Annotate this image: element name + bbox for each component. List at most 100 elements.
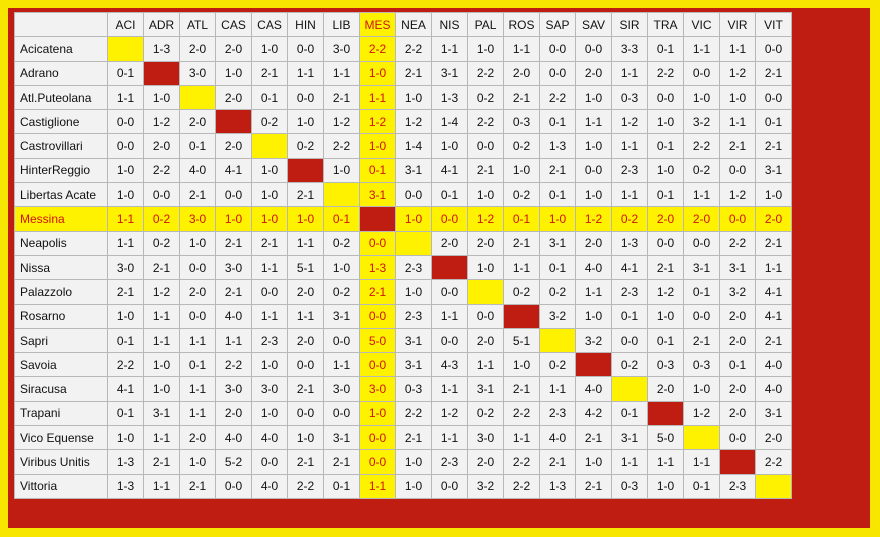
score-cell: 1-2: [575, 206, 612, 232]
score-cell: 0-0: [323, 327, 360, 354]
score-cell: 1-0: [647, 109, 684, 135]
score-cell: 0-1: [179, 352, 216, 378]
score-cell: 1-3: [611, 230, 648, 256]
score-cell: 1-2: [323, 109, 360, 135]
score-cell: 1-3: [107, 473, 144, 499]
score-cell: 0-1: [683, 473, 720, 499]
score-cell: 1-2: [395, 109, 432, 135]
score-cell: 1-1: [215, 327, 252, 354]
score-cell: 2-0: [179, 279, 216, 305]
score-cell: 1-0: [467, 254, 504, 281]
score-cell: 3-1: [323, 425, 360, 451]
column-header: NEA: [395, 11, 432, 38]
score-cell: 4-0: [215, 303, 252, 329]
score-cell: 2-0: [755, 425, 792, 451]
score-cell: 1-1: [611, 449, 648, 475]
score-cell: 1-1: [323, 352, 360, 378]
score-cell: 2-0: [179, 36, 216, 62]
score-cell: 1-2: [467, 206, 504, 232]
score-cell: 1-1: [719, 109, 756, 135]
score-cell: 0-3: [503, 109, 540, 135]
score-cell: 2-1: [755, 133, 792, 159]
score-cell: 2-0: [431, 230, 468, 256]
score-cell: 0-1: [683, 279, 720, 305]
score-cell: 0-1: [107, 400, 144, 427]
score-cell: 2-1: [503, 230, 540, 256]
score-cell: 2-2: [467, 60, 504, 86]
score-cell: 1-3: [143, 36, 180, 62]
diagonal-cell: [683, 425, 720, 451]
score-cell: 1-0: [107, 425, 144, 451]
score-cell: 1-3: [431, 84, 468, 111]
score-cell: 2-1: [359, 279, 396, 305]
table-row: Vico Equense 1-0 1-1 2-0 4-0 4-0 1-0 3-1 0-0 2-1 1…: [14, 425, 792, 451]
score-cell: 3-0: [215, 376, 252, 402]
score-cell: 0-0: [143, 182, 180, 208]
score-cell: 5-0: [647, 425, 684, 451]
score-cell: 1-3: [539, 133, 576, 159]
column-header: ROS: [503, 11, 540, 38]
score-cell: 2-3: [395, 303, 432, 329]
score-cell: 1-0: [107, 157, 144, 184]
score-cell: 2-2: [107, 352, 144, 378]
column-header: MES: [359, 11, 396, 38]
score-cell: 0-1: [251, 84, 288, 111]
team-name: Libertas Acate: [14, 182, 108, 208]
score-cell: 2-0: [215, 400, 252, 427]
table-row: Sapri 0-1 1-1 1-1 1-1 2-3 2-0 0-0 5-0 3-1 0-0 2-0 5-…: [14, 327, 792, 354]
score-cell: 3-1: [755, 400, 792, 427]
score-cell: 1-0: [395, 279, 432, 305]
table-row: Palazzolo 2-1 1-2 2-0 2-1 0-0 2-0 0-2 2-1 1-0 0-0 0…: [14, 279, 792, 305]
score-cell: 3-1: [359, 182, 396, 208]
score-cell: 0-1: [359, 157, 396, 184]
score-cell: 1-0: [575, 449, 612, 475]
score-cell: 1-1: [107, 84, 144, 111]
team-name: Siracusa: [14, 376, 108, 402]
diagonal-cell: [431, 254, 468, 281]
score-cell: 1-2: [359, 109, 396, 135]
score-cell: 0-2: [503, 279, 540, 305]
table-row: Nissa 3-0 2-1 0-0 3-0 1-1 5-1 1-0 1-3 2-3 1-0 1-1 0-…: [14, 254, 792, 281]
score-cell: 1-0: [287, 109, 324, 135]
score-cell: 1-3: [539, 473, 576, 499]
score-cell: 0-2: [683, 157, 720, 184]
score-cell: 2-2: [143, 157, 180, 184]
score-cell: 1-0: [431, 133, 468, 159]
score-cell: 1-1: [575, 109, 612, 135]
score-cell: 1-0: [395, 84, 432, 111]
column-header: CAS: [215, 11, 252, 38]
score-cell: 1-3: [359, 254, 396, 281]
score-cell: 1-1: [431, 36, 468, 62]
score-cell: 0-1: [107, 327, 144, 354]
score-cell: 4-0: [539, 425, 576, 451]
score-cell: 0-0: [431, 473, 468, 499]
score-cell: 1-0: [647, 157, 684, 184]
score-cell: 3-2: [539, 303, 576, 329]
score-cell: 0-1: [611, 303, 648, 329]
score-cell: 2-1: [647, 254, 684, 281]
score-cell: 0-0: [359, 449, 396, 475]
score-cell: 2-0: [719, 327, 756, 354]
score-cell: 1-0: [539, 206, 576, 232]
score-cell: 0-0: [215, 473, 252, 499]
score-cell: 1-0: [719, 84, 756, 111]
diagonal-cell: [287, 157, 324, 184]
diagonal-cell: [719, 449, 756, 475]
score-cell: 0-3: [611, 473, 648, 499]
table-row: Castrovillari 0-0 2-0 0-1 2-0 0-2 2-2 1-0 1-4 1-0…: [14, 133, 792, 159]
score-cell: 1-2: [719, 60, 756, 86]
score-cell: 2-0: [647, 376, 684, 402]
score-cell: 0-3: [611, 84, 648, 111]
table-row: Atl.Puteolana 1-1 1-0 2-0 0-1 0-0 2-1 1-1 1-0 1-3…: [14, 84, 792, 111]
score-cell: 1-0: [251, 36, 288, 62]
score-cell: 3-1: [143, 400, 180, 427]
score-cell: 1-1: [431, 303, 468, 329]
score-cell: 1-1: [503, 36, 540, 62]
team-name: Trapani: [14, 400, 108, 427]
score-cell: 1-0: [179, 449, 216, 475]
score-cell: 3-3: [611, 36, 648, 62]
score-cell: 0-0: [287, 400, 324, 427]
score-cell: 1-0: [755, 182, 792, 208]
diagonal-cell: [395, 230, 432, 256]
score-cell: 1-0: [359, 133, 396, 159]
